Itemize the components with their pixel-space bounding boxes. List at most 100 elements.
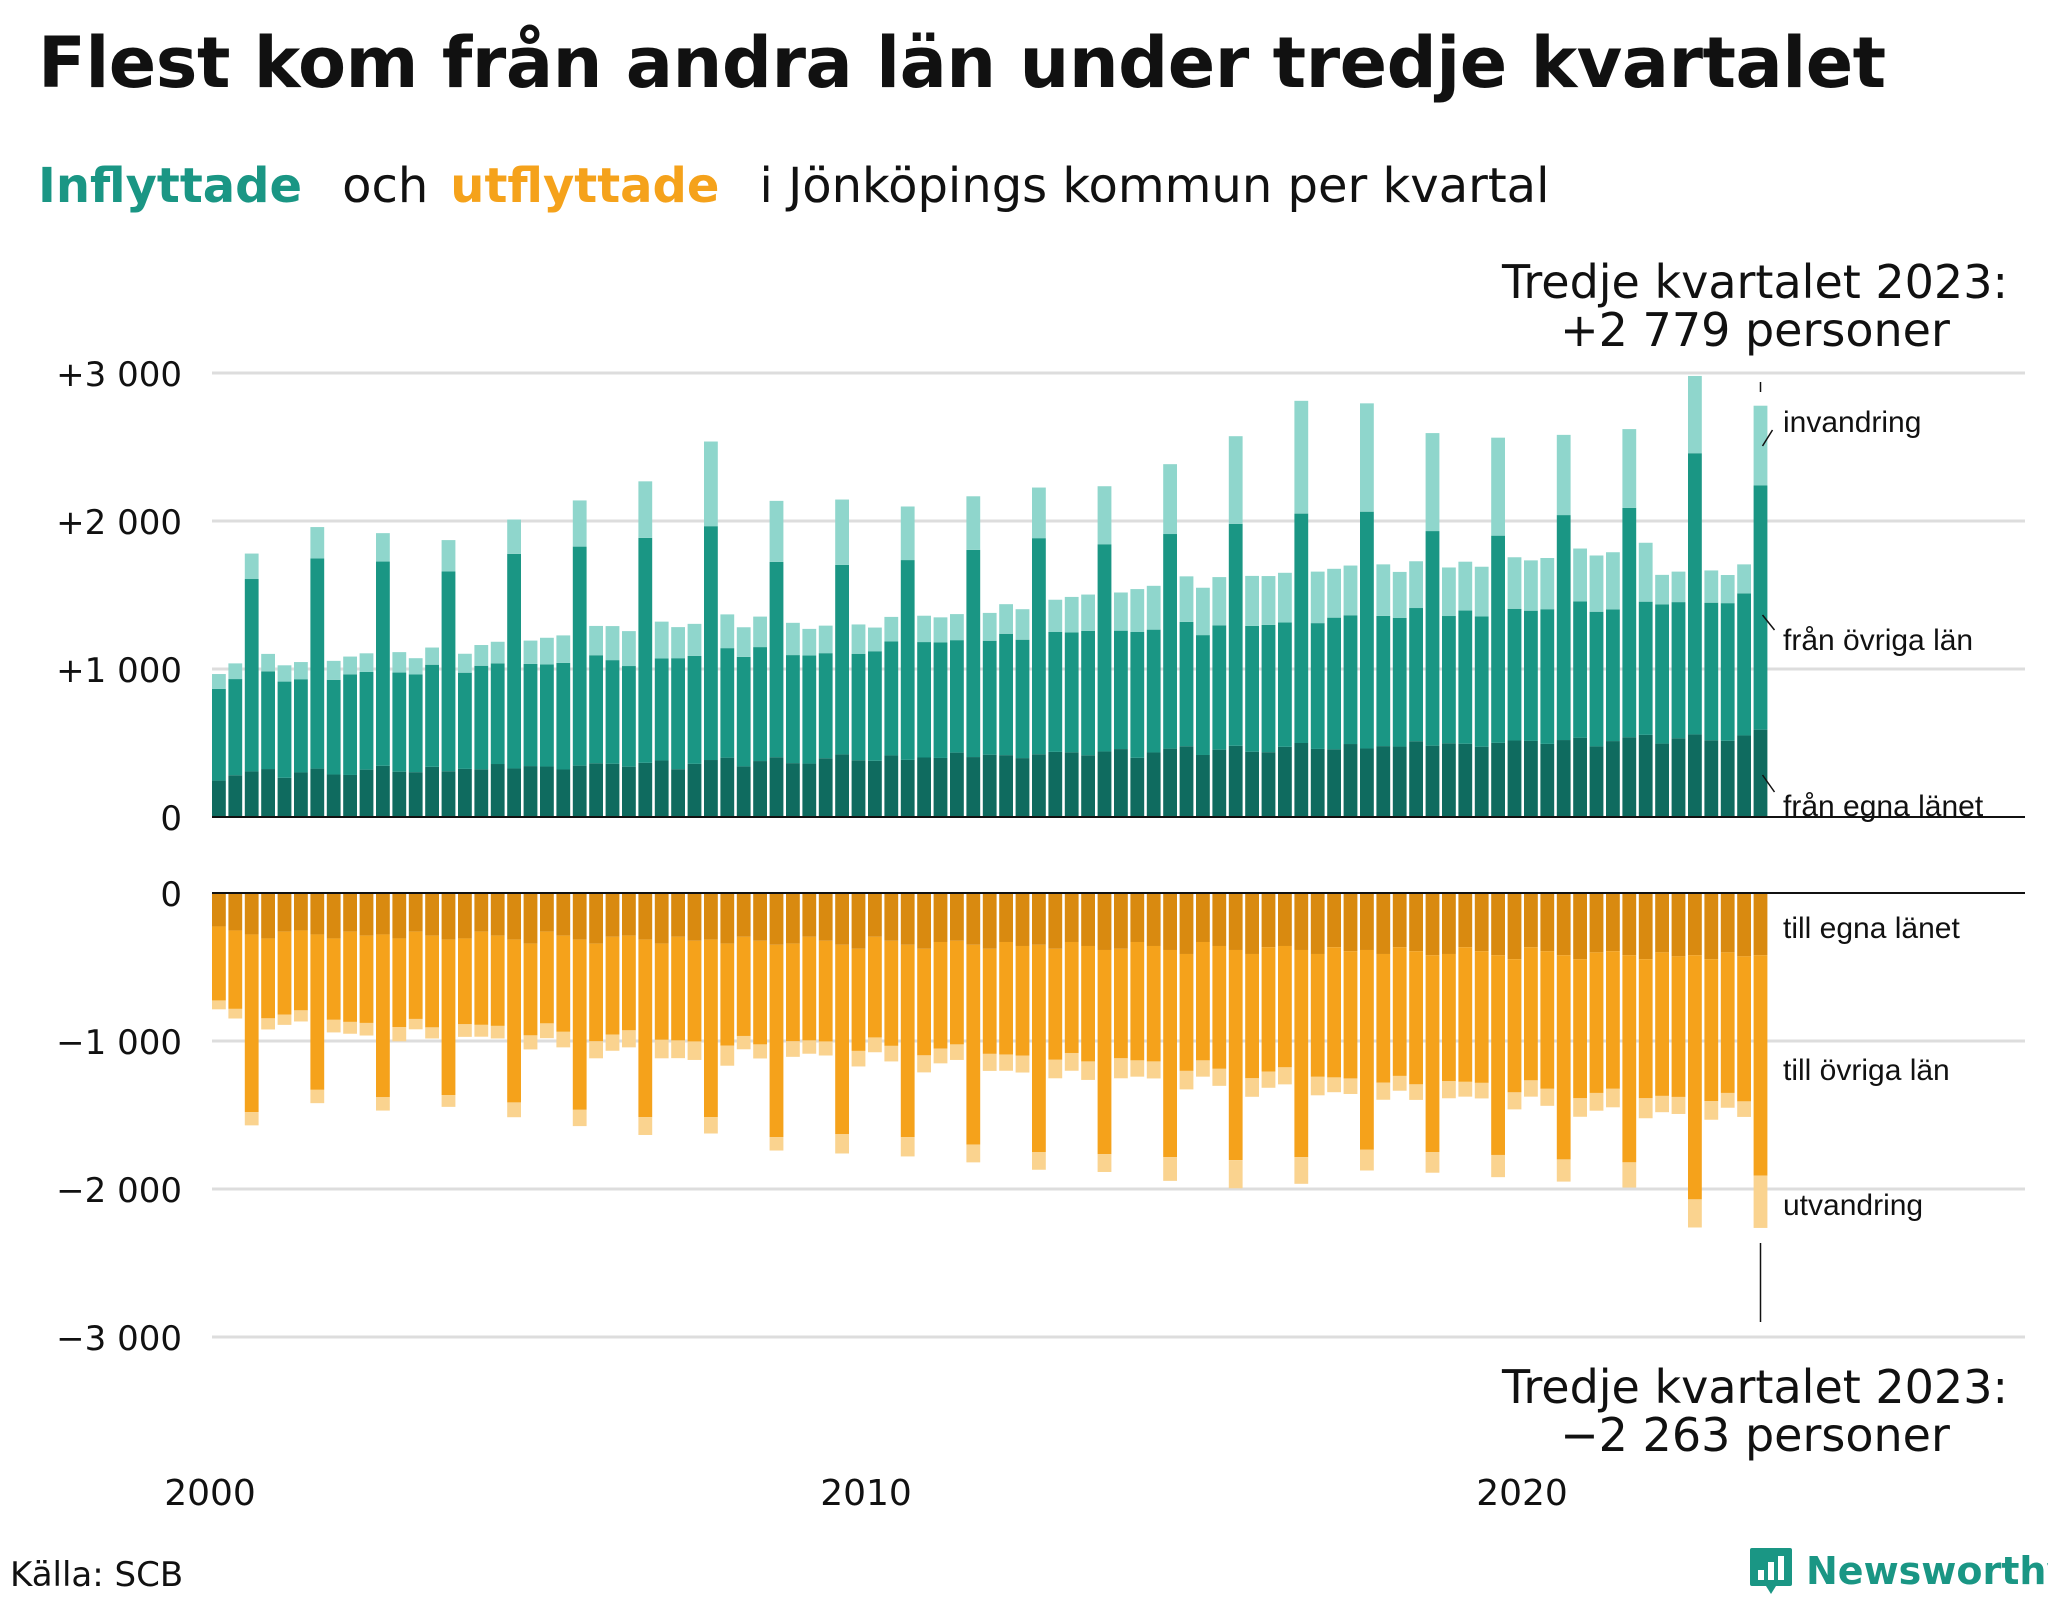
bar-out-other xyxy=(1753,955,1768,1176)
bar-out-emig xyxy=(654,1039,669,1059)
bar-out-other xyxy=(687,940,702,1042)
bar-in-immig xyxy=(589,625,603,656)
bar-in-other xyxy=(1114,630,1128,750)
bar-in-immig xyxy=(212,674,226,689)
bar-out-emig xyxy=(1163,1157,1177,1181)
bar-out-emig xyxy=(212,1000,226,1010)
x-axis-ticks: 2000 2010 2020 xyxy=(164,1473,1568,1514)
bar-in-other xyxy=(228,679,243,776)
bar-out-other xyxy=(1228,949,1243,1161)
bar-out-other xyxy=(326,938,341,1020)
bar-out-emig xyxy=(884,1045,899,1062)
bar-out-emig xyxy=(786,1041,800,1057)
bar-in-other xyxy=(1294,513,1309,743)
bar-in-own xyxy=(1671,738,1686,817)
grid-lines xyxy=(212,371,2025,1339)
bar-out-own xyxy=(1376,893,1391,954)
bar-in-own xyxy=(1032,754,1046,817)
bar-in-own xyxy=(540,766,554,817)
bar-out-emig xyxy=(1671,1096,1686,1114)
bar-out-other xyxy=(277,931,292,1015)
bar-in-own xyxy=(1064,752,1079,817)
bar-out-other xyxy=(605,936,620,1035)
bar-in-immig xyxy=(933,617,948,643)
bar-in-immig xyxy=(294,662,308,680)
bar-in-own xyxy=(425,766,439,817)
bar-in-immig xyxy=(999,604,1013,634)
bar-out-own xyxy=(605,893,620,937)
bar-in-immig xyxy=(769,500,784,562)
bar-in-other xyxy=(425,664,439,767)
bar-in-other xyxy=(917,642,931,758)
bar-in-other xyxy=(1392,617,1407,747)
bar-in-immig xyxy=(1081,594,1095,631)
bar-out-own xyxy=(736,893,751,937)
bar-out-own xyxy=(343,893,357,932)
bar-out-other xyxy=(786,943,800,1042)
bar-in-own xyxy=(769,757,784,817)
bar-in-other xyxy=(277,681,292,778)
bar-out-other xyxy=(261,938,275,1019)
bar-out-emig xyxy=(1196,1060,1210,1077)
bar-in-immig xyxy=(1671,571,1686,603)
bar-out-own xyxy=(1753,893,1768,956)
bar-in-own xyxy=(1343,744,1358,817)
bar-out-emig xyxy=(1343,1078,1358,1094)
series-label-out_emig: utvandring xyxy=(1783,1189,1923,1222)
bar-out-emig xyxy=(1114,1058,1128,1079)
bar-out-emig xyxy=(1294,1157,1309,1184)
bar-in-other xyxy=(950,640,964,753)
bar-out-other xyxy=(1638,959,1653,1099)
bar-out-own xyxy=(671,893,685,937)
bar-out-emig xyxy=(1081,1061,1095,1080)
bar-in-other xyxy=(490,663,505,765)
bar-out-emig xyxy=(1474,1082,1489,1099)
bar-out-other xyxy=(1146,945,1161,1062)
bar-out-emig xyxy=(589,1041,603,1059)
bar-in-other xyxy=(294,679,308,773)
bar-in-immig xyxy=(1655,574,1669,605)
bar-in-immig xyxy=(572,500,587,547)
bar-out-own xyxy=(982,893,997,949)
bar-out-other xyxy=(540,931,554,1024)
leader-line xyxy=(1761,774,1776,793)
bar-out-emig xyxy=(540,1023,554,1039)
bar-in-own xyxy=(392,771,407,817)
bar-in-own xyxy=(933,757,948,817)
bar-in-other xyxy=(1130,632,1145,758)
bar-in-immig xyxy=(671,627,685,659)
bar-in-immig xyxy=(1737,564,1751,594)
bar-out-other xyxy=(1704,959,1719,1102)
bar-out-other xyxy=(1589,952,1604,1093)
bar-out-emig xyxy=(818,1041,833,1056)
bar-in-own xyxy=(1622,737,1637,817)
bar-in-own xyxy=(835,754,849,817)
annotation-top-line1: Tredje kvartalet 2023: xyxy=(1501,255,2008,309)
subtitle-inflyttade: Inflyttade xyxy=(38,158,303,214)
bar-in-other xyxy=(244,579,259,772)
bar-out-own xyxy=(900,893,915,945)
bar-out-own xyxy=(1228,893,1243,950)
bar-in-immig xyxy=(1032,487,1046,539)
bar-in-own xyxy=(1409,741,1423,817)
bar-in-own xyxy=(376,765,390,817)
bar-in-immig xyxy=(950,614,964,641)
bar-in-immig xyxy=(753,616,767,648)
bar-out-own xyxy=(654,893,669,944)
bar-out-emig xyxy=(900,1137,915,1157)
bar-out-own xyxy=(1688,893,1702,956)
bar-out-own xyxy=(1474,893,1489,952)
bar-in-immig xyxy=(523,640,538,664)
annotation-bottom-line2: −2 263 personer xyxy=(1560,1408,1950,1462)
bar-out-own xyxy=(376,893,390,935)
y-tick-top: +3 000 xyxy=(56,355,182,395)
bar-in-own xyxy=(671,769,685,817)
bar-out-emig xyxy=(736,1035,751,1050)
annotation-bottom-line1: Tredje kvartalet 2023: xyxy=(1501,1360,2008,1414)
bar-in-immig xyxy=(359,653,374,672)
bar-out-emig xyxy=(1556,1159,1571,1182)
bar-out-other xyxy=(884,940,899,1046)
bar-in-own xyxy=(1212,749,1227,817)
bar-in-immig xyxy=(441,540,456,572)
bar-in-other xyxy=(1606,609,1620,742)
